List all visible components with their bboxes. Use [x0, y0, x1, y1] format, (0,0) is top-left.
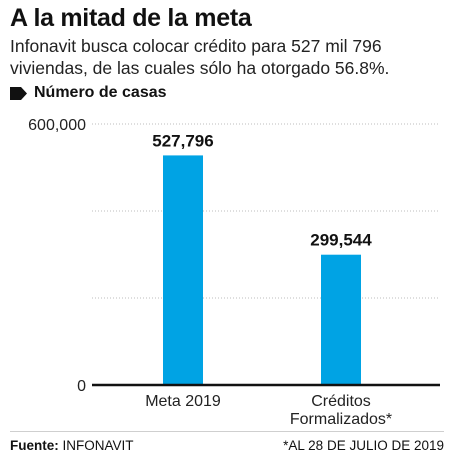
x-tick-label: Créditos — [311, 393, 371, 410]
footer-divider — [10, 431, 444, 432]
bar-value-label: 527,796 — [152, 131, 213, 150]
source-label: Fuente: — [10, 438, 59, 453]
y-tick-label: 600,000 — [28, 117, 86, 134]
x-tick-label: Formalizados* — [290, 411, 392, 428]
x-tick-label: Meta 2019 — [145, 393, 221, 410]
bar — [321, 254, 361, 385]
legend-marker-icon — [10, 86, 27, 100]
source-value: INFONAVIT — [62, 438, 134, 453]
y-tick-label: 0 — [77, 378, 86, 395]
chart-title: A la mitad de la meta — [10, 4, 252, 32]
bar-value-label: 299,544 — [310, 231, 372, 250]
legend-label: Número de casas — [34, 84, 167, 101]
source-credit: Fuente: INFONAVIT — [10, 438, 134, 453]
bar — [163, 155, 203, 385]
date-note: *AL 28 DE JULIO DE 2019 — [283, 438, 444, 453]
legend: Número de casas — [10, 84, 167, 102]
chart-subtitle: Infonavit busca colocar crédito para 527… — [10, 36, 390, 78]
